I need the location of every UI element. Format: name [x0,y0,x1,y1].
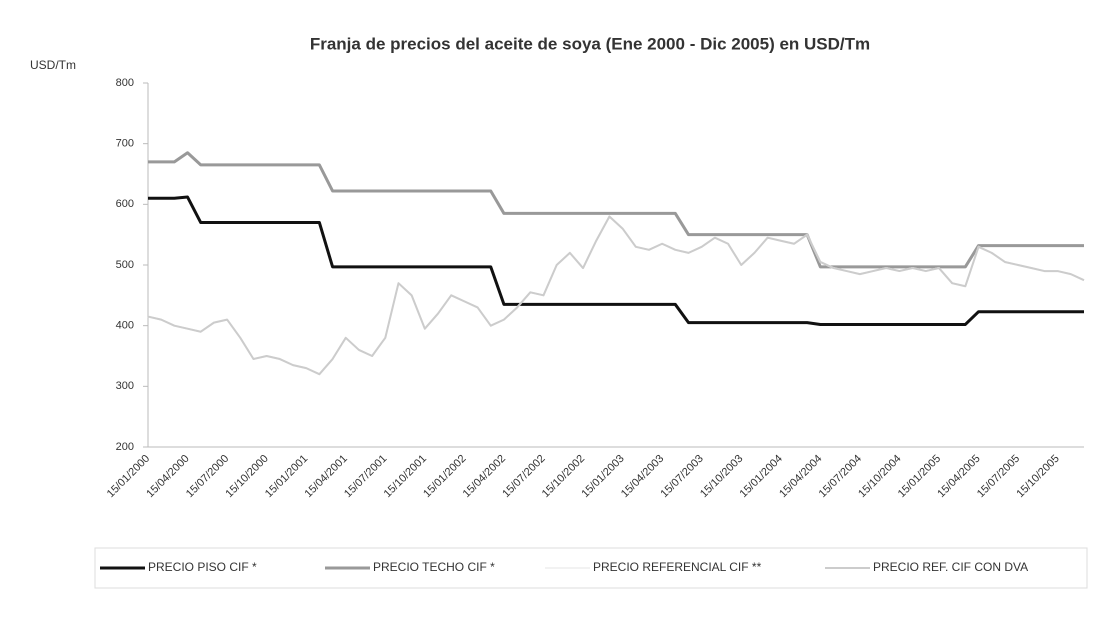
y-tick-label: 400 [116,320,134,332]
legend-label: PRECIO REFERENCIAL CIF ** [593,560,762,574]
y-tick-label: 700 [116,138,134,150]
series-line [147,215,1085,376]
legend-box [94,547,1088,589]
legend-label: PRECIO REF. CIF CON DVA [873,560,1028,574]
y-tick-label: 500 [116,259,134,271]
legend-label: PRECIO PISO CIF * [148,560,257,574]
y-tick-label: 200 [116,441,134,453]
series-line [147,215,1085,376]
y-axis-label: USD/Tm [30,58,76,72]
series-line [148,151,1084,269]
legend-label: PRECIO TECHO CIF * [373,560,495,574]
y-tick-label: 600 [116,198,134,210]
y-tick-label: 800 [116,77,134,89]
series-line [148,195,1084,326]
y-tick-label: 300 [116,380,134,392]
x-tick-label: 15/10/2005 [1014,453,1061,500]
chart-title: Franja de precios del aceite de soya (En… [310,34,870,53]
